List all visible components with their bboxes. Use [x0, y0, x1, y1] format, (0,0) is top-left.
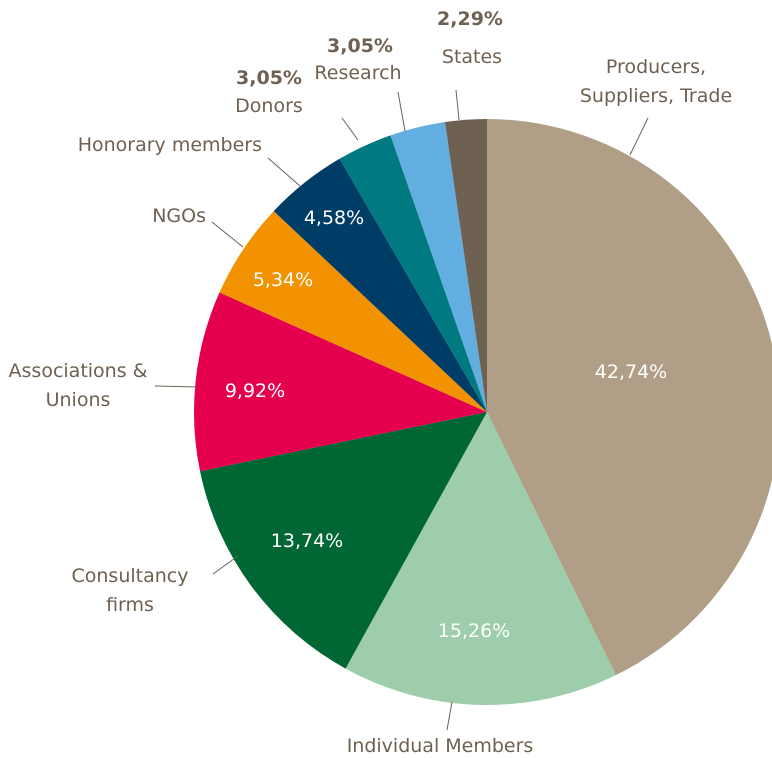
leader-line	[267, 157, 301, 187]
value-label: 2,29%	[437, 8, 503, 30]
leader-line	[446, 701, 453, 731]
leader-line	[455, 89, 460, 121]
category-label: NGOs	[152, 205, 206, 227]
pie-slice	[200, 412, 488, 669]
leader-line	[154, 385, 198, 388]
pie-slice	[193, 292, 487, 472]
pie-slice	[339, 135, 487, 412]
value-label: 3,05%	[327, 35, 393, 57]
category-label: Honorary members	[77, 134, 262, 156]
category-label: Donors	[235, 95, 303, 117]
leader-line	[397, 91, 406, 132]
value-label: 3,05%	[236, 67, 302, 89]
category-label: Associations & Unions	[8, 360, 148, 411]
pie-slice	[345, 412, 616, 705]
value-label: 15,26%	[437, 620, 511, 642]
value-label: 4,58%	[303, 207, 365, 229]
value-label: 9,92%	[224, 380, 286, 402]
value-label: 5,34%	[252, 269, 314, 291]
pie-slice	[444, 119, 487, 412]
category-label: Individual Members	[346, 735, 534, 757]
pie-slice	[487, 119, 772, 676]
pie-slice	[219, 211, 488, 412]
pie-slice	[390, 122, 487, 413]
category-label: Consultancy firms	[71, 565, 189, 616]
category-label: Research	[314, 62, 402, 84]
leader-line	[629, 117, 649, 156]
leader-line	[212, 555, 239, 575]
pie-slice	[273, 158, 487, 412]
category-label: States	[441, 46, 503, 68]
value-label: 13,74%	[270, 530, 344, 552]
leader-line	[341, 117, 359, 141]
category-label: Producers, Suppliers, Trade	[579, 56, 733, 107]
value-label: 42,74%	[594, 361, 668, 383]
leader-line	[211, 221, 244, 248]
